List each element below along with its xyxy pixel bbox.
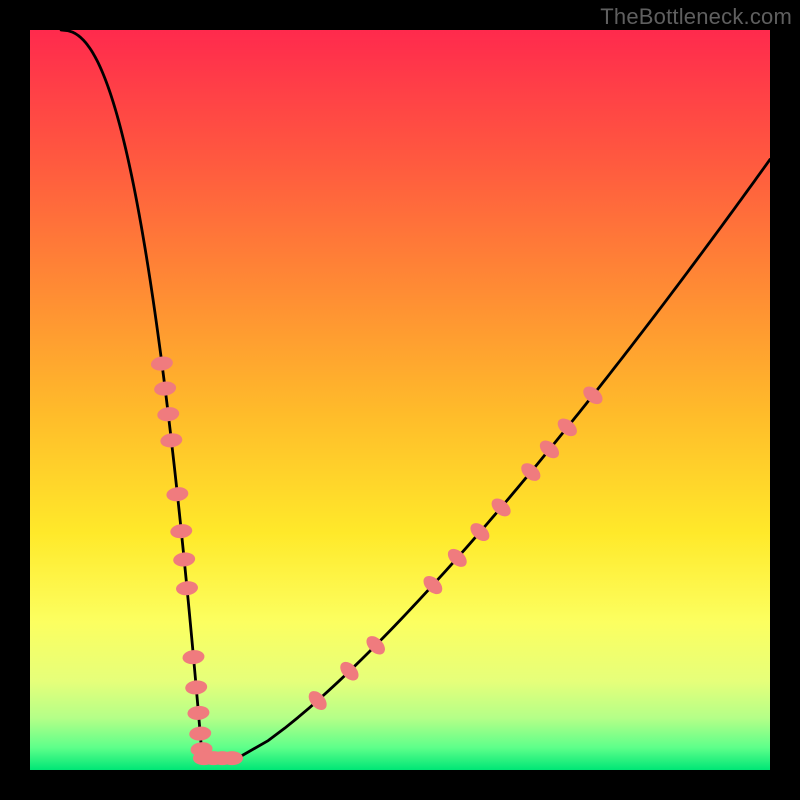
figure-container: TheBottleneck.com xyxy=(0,0,800,800)
bead xyxy=(221,751,243,765)
watermark-text: TheBottleneck.com xyxy=(600,4,792,30)
bottleneck-chart xyxy=(0,0,800,800)
